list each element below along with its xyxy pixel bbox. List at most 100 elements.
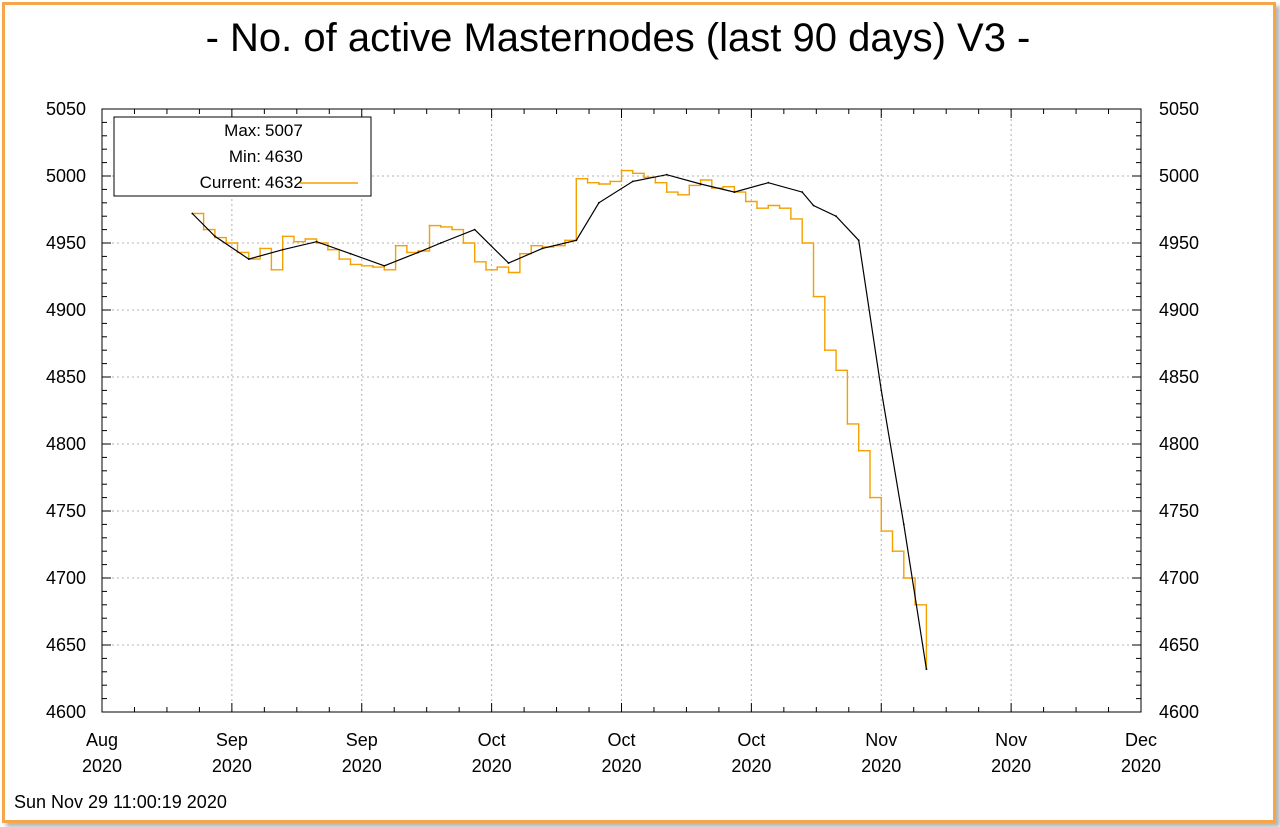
- legend-min-label: Min:: [229, 147, 261, 166]
- data-point-smooth: [812, 204, 815, 207]
- y-tick-label-right: 5000: [1159, 166, 1199, 186]
- data-point-raw: [485, 268, 487, 271]
- data-point-smooth: [473, 228, 476, 231]
- data-point-raw: [428, 224, 431, 227]
- data-point-raw: [507, 271, 510, 274]
- data-point-raw: [270, 268, 273, 271]
- data-point-raw: [744, 200, 747, 203]
- legend: Max: 5007 Min: 4630 Current: 4632: [113, 116, 372, 197]
- data-point-raw: [767, 204, 770, 207]
- x-tick-label-month: Sep: [346, 730, 378, 750]
- data-point-raw: [360, 264, 363, 267]
- series-layer: [191, 169, 928, 671]
- data-point-smooth: [857, 239, 860, 242]
- data-point-raw: [801, 242, 804, 244]
- data-point-raw: [586, 181, 589, 184]
- data-point-smooth: [191, 212, 194, 215]
- data-point-raw: [598, 183, 600, 185]
- data-point-raw: [326, 248, 329, 251]
- x-tick-label-year: 2020: [601, 756, 641, 776]
- y-tick-label-left: 5000: [46, 166, 86, 186]
- data-point-raw: [439, 226, 442, 228]
- legend-current-label: Current:: [200, 173, 261, 192]
- data-point-smooth: [417, 251, 420, 254]
- x-tick-label-month: Aug: [86, 730, 118, 750]
- y-tick-label-left: 4900: [46, 300, 86, 320]
- y-tick-label-right: 4600: [1159, 702, 1199, 722]
- data-point-raw: [609, 180, 612, 183]
- data-point-raw: [304, 238, 307, 240]
- y-tick-label-left: 4650: [46, 635, 86, 655]
- data-point-smooth: [214, 235, 216, 238]
- data-point-smooth: [507, 262, 510, 264]
- data-point-smooth: [631, 180, 634, 183]
- data-point-raw: [688, 184, 691, 187]
- data-point-raw: [349, 263, 352, 266]
- timestamp: Sun Nov 29 11:00:19 2020: [14, 792, 227, 812]
- data-point-raw: [259, 247, 262, 250]
- data-point-raw: [631, 172, 634, 175]
- data-point-raw: [541, 246, 544, 248]
- data-point-raw: [620, 169, 623, 172]
- data-point-raw: [496, 266, 499, 269]
- legend-min-value: 4630: [265, 147, 303, 166]
- data-point-raw: [812, 295, 815, 298]
- y-tick-label-left: 4950: [46, 233, 86, 253]
- x-tick-label-month: Nov: [865, 730, 897, 750]
- data-point-raw: [338, 258, 341, 260]
- data-point-smooth: [835, 215, 837, 218]
- data-point-raw: [722, 185, 725, 188]
- y-tick-label-right: 4850: [1159, 367, 1199, 387]
- y-tick-label-right: 4950: [1159, 233, 1199, 253]
- data-point-smooth: [699, 183, 702, 185]
- y-tick-label-left: 5050: [46, 99, 86, 119]
- data-point-raw: [665, 191, 668, 193]
- y-tick-label-right: 5050: [1159, 99, 1199, 119]
- data-point-smooth: [925, 668, 928, 671]
- data-point-raw: [564, 239, 566, 242]
- data-point-raw: [891, 550, 894, 553]
- x-tick-label-year: 2020: [861, 756, 901, 776]
- data-point-raw: [451, 228, 453, 231]
- data-point-raw: [575, 177, 578, 180]
- y-tick-label-left: 4800: [46, 434, 86, 454]
- y-tick-label-right: 4800: [1159, 434, 1199, 454]
- chart-title: - No. of active Masternodes (last 90 day…: [205, 16, 1031, 60]
- data-point-smooth: [733, 191, 736, 193]
- data-point-smooth: [247, 258, 250, 260]
- data-point-raw: [857, 449, 860, 452]
- data-point-raw: [383, 268, 386, 271]
- data-point-smooth: [902, 523, 905, 526]
- y-tick-label-left: 4850: [46, 367, 86, 387]
- data-point-raw: [790, 217, 792, 220]
- data-point-smooth: [880, 389, 883, 392]
- data-point-smooth: [575, 239, 578, 242]
- axis-labels: 4600 4600 4650 4650 4700 4700 4750 4750 4800 4800…: [46, 99, 1199, 776]
- x-tick-label-year: 2020: [212, 756, 252, 776]
- tick-layer: [101, 108, 1142, 713]
- grid-layer: [102, 109, 1141, 712]
- y-tick-label-left: 4700: [46, 568, 86, 588]
- data-point-raw: [293, 240, 295, 243]
- x-tick-label-month: Nov: [995, 730, 1027, 750]
- data-point-raw: [417, 250, 420, 252]
- data-point-smooth: [541, 247, 544, 250]
- data-point-raw: [654, 181, 657, 184]
- data-point-smooth: [801, 191, 804, 193]
- legend-max-value: 5007: [265, 121, 303, 140]
- x-tick-label-year: 2020: [1121, 756, 1161, 776]
- data-point-smooth: [349, 252, 352, 255]
- data-point-smooth: [767, 181, 770, 184]
- data-point-smooth: [281, 248, 284, 251]
- data-point-raw: [315, 242, 318, 244]
- y-tick-label-right: 4900: [1159, 300, 1199, 320]
- data-point-raw: [462, 242, 465, 244]
- x-tick-label-month: Dec: [1125, 730, 1157, 750]
- x-tick-label-year: 2020: [991, 756, 1031, 776]
- data-point-smooth: [383, 264, 386, 267]
- data-point-raw: [699, 179, 702, 181]
- x-tick-label-month: Sep: [216, 730, 248, 750]
- data-point-raw: [202, 228, 205, 231]
- legend-current-value: 4632: [265, 173, 303, 192]
- data-point-raw: [835, 369, 837, 372]
